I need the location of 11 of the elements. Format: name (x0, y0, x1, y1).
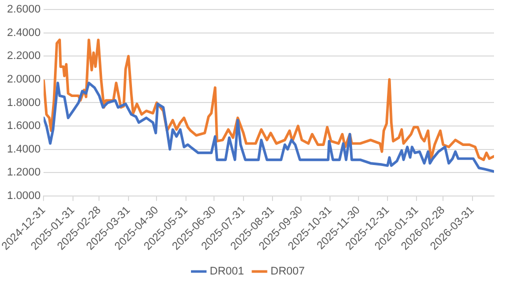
y-tick-label: 1.0000 (6, 190, 41, 202)
y-tick-label: 1.4000 (6, 143, 41, 156)
legend-label: DR007 (270, 266, 305, 278)
y-tick-label: 1.2000 (6, 166, 41, 179)
y-tick-label: 2.6000 (6, 4, 41, 16)
y-tick-label: 2.2000 (6, 50, 41, 62)
y-tick-label: 1.8000 (6, 96, 41, 109)
legend-label: DR001 (210, 266, 244, 278)
y-tick-label: 2.4000 (6, 26, 41, 39)
y-tick-label: 1.6000 (6, 120, 41, 132)
y-tick-label: 2.0000 (6, 73, 41, 86)
